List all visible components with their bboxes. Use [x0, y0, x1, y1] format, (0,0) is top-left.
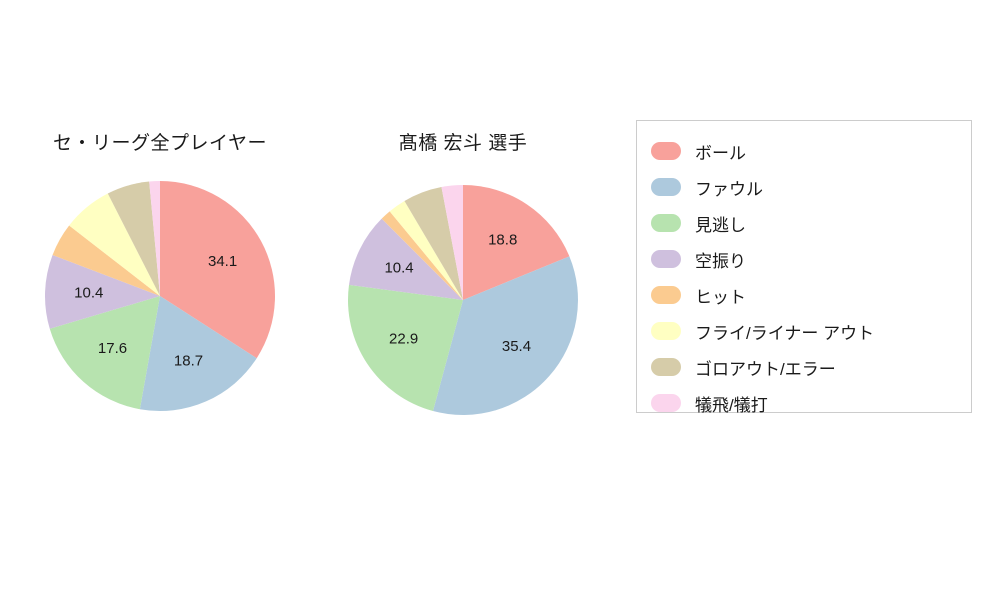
legend-item-1: ファウル [651, 169, 971, 205]
pie-slice-0 [160, 181, 276, 359]
legend-swatch [651, 214, 681, 232]
legend-label: ボール [695, 143, 746, 163]
pie-slice-7 [441, 185, 463, 300]
pie-slice-3 [349, 218, 463, 300]
pie-value-label: 18.7 [174, 352, 203, 369]
legend-swatch [651, 394, 681, 412]
pie-slice-4 [381, 211, 463, 300]
legend-label: 見逃し [695, 215, 746, 235]
pie-value-label: 18.8 [488, 232, 517, 249]
pie-value-label: 34.1 [208, 253, 237, 270]
legend-item-6: ゴロアウト/エラー [651, 349, 971, 385]
pie-chart-league: 34.1 18.7 17.6 10.4 [44, 181, 276, 411]
legend-item-2: 見逃し [651, 205, 971, 241]
legend-swatch [651, 142, 681, 160]
pie-slice-4 [52, 225, 160, 296]
pie-slice-1 [433, 256, 578, 416]
legend-swatch [651, 178, 681, 196]
legend-item-5: フライ/ライナー アウト [651, 313, 971, 349]
legend-label: 空振り [695, 251, 746, 271]
pie-value-label: 17.6 [98, 340, 127, 357]
legend-swatch [651, 322, 681, 340]
pie-slice-0 [463, 185, 570, 300]
legend-label: ヒット [695, 287, 746, 307]
legend-item-4: ヒット [651, 277, 971, 313]
legend: ボールファウル見逃し空振りヒットフライ/ライナー アウト ゴロアウト/エラー 犠飛/… [636, 120, 972, 415]
legend-label: ゴロアウト/エラー [695, 359, 836, 379]
pie-slice-1 [139, 296, 257, 411]
pie-slice-6 [107, 181, 160, 296]
legend-swatch [651, 250, 681, 268]
legend-item-0: ボール [651, 133, 971, 169]
pie-slice-2 [49, 296, 160, 410]
legend-item-7: 犠飛/犠打 [651, 385, 971, 421]
pie-slice-2 [348, 284, 463, 412]
legend-label: 犠飛/犠打 [695, 395, 768, 415]
chart-title-league: セ・リーグ全プレイヤー [53, 133, 267, 154]
pie-value-label: 22.9 [389, 330, 418, 347]
legend-item-3: 空振り [651, 241, 971, 277]
pie-slice-6 [404, 187, 463, 300]
legend-label: ファウル [695, 179, 763, 199]
pie-value-label: 10.4 [384, 259, 413, 276]
pie-value-label: 10.4 [74, 284, 103, 301]
legend-label: フライ/ライナー アウト [695, 323, 875, 343]
pie-slice-5 [389, 201, 463, 300]
pie-value-label: 35.4 [502, 338, 531, 355]
pie-slice-7 [149, 181, 160, 296]
pie-slice-5 [69, 193, 160, 296]
legend-swatch [651, 358, 681, 376]
pie-chart-player: 18.8 35.4 22.9 10.4 [348, 185, 578, 416]
legend-swatch [651, 286, 681, 304]
chart-title-player: 髙橋 宏斗 選手 [398, 133, 528, 154]
pie-slice-3 [44, 255, 160, 329]
